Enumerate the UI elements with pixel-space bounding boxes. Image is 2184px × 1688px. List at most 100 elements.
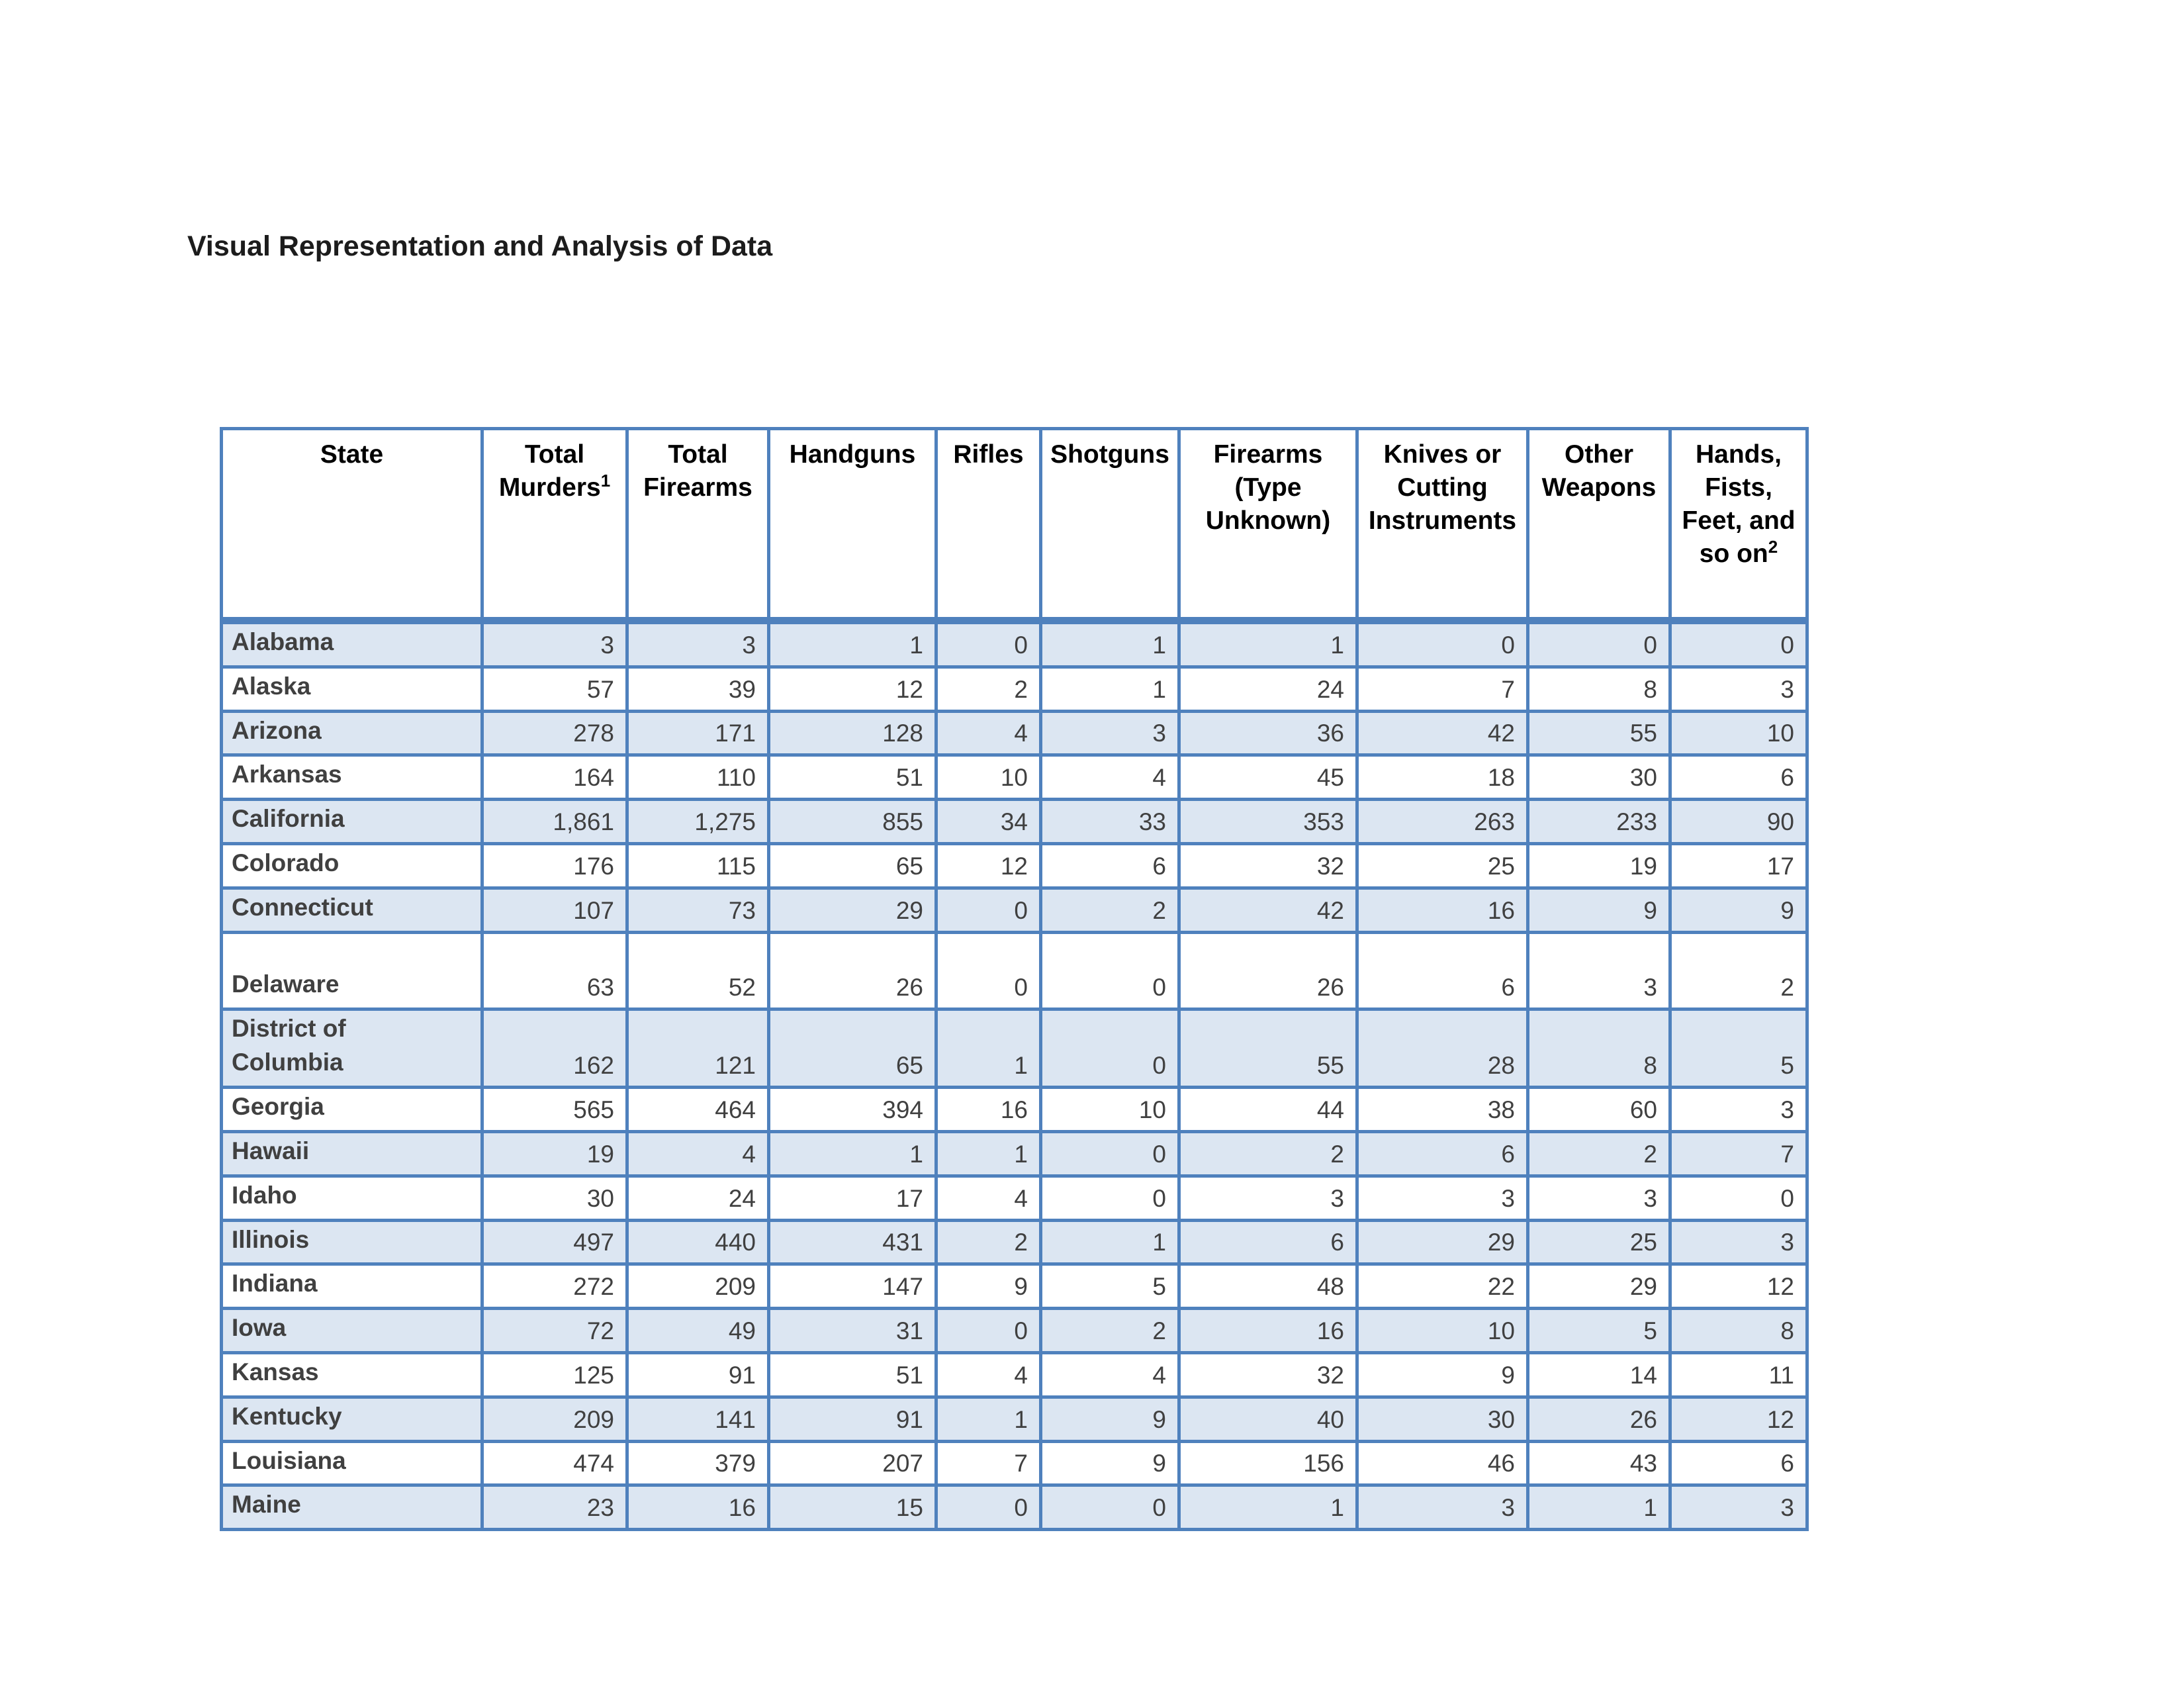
value-cell: 115 (625, 841, 770, 890)
value-cell: 65 (767, 1007, 938, 1090)
state-cell: Idaho (220, 1174, 484, 1222)
value-cell: 3 (1668, 1218, 1809, 1266)
column-header: Hands, Fists, Feet, and so on2 (1668, 427, 1809, 624)
value-cell: 34 (934, 798, 1042, 845)
value-cell: 3 (480, 619, 629, 669)
value-cell: 31 (767, 1307, 938, 1354)
table-row: Colorado 176 115 65 12 6 32 25 19 17 (220, 841, 1809, 890)
value-cell: 11 (1668, 1350, 1809, 1399)
value-cell: 90 (1668, 798, 1809, 845)
value-cell: 6 (1355, 1129, 1529, 1178)
value-cell: 1 (1526, 1483, 1672, 1532)
value-cell: 5 (1668, 1007, 1809, 1090)
value-cell: 1 (1039, 619, 1181, 669)
value-cell: 10 (1668, 709, 1809, 757)
value-cell: 49 (625, 1307, 770, 1354)
value-cell: 107 (480, 886, 629, 934)
value-cell: 3 (1668, 1086, 1809, 1133)
value-cell: 272 (480, 1262, 629, 1311)
value-cell: 7 (934, 1439, 1042, 1487)
value-cell: 19 (480, 1129, 629, 1178)
value-cell: 3 (1526, 930, 1672, 1011)
state-cell: Kentucky (220, 1395, 484, 1443)
state-cell: Indiana (220, 1262, 484, 1311)
table-row: Maine 23 16 15 0 0 1 3 1 3 (220, 1483, 1809, 1532)
value-cell: 474 (480, 1439, 629, 1487)
value-cell: 141 (625, 1395, 770, 1443)
value-cell: 125 (480, 1350, 629, 1399)
value-cell: 24 (625, 1174, 770, 1222)
value-cell: 26 (767, 930, 938, 1011)
column-header: State (220, 427, 484, 624)
data-table: State Total Murders1 Total Firearms Handgun… (220, 427, 1809, 1532)
value-cell: 32 (1177, 841, 1359, 890)
state-cell: Arizona (220, 709, 484, 757)
state-cell: Alaska (220, 665, 484, 713)
value-cell: 1 (767, 619, 938, 669)
table-row: California 1,861 1,275 855 34 33 353 263 233 90 (220, 798, 1809, 845)
table-row: Arizona 278 171 128 4 3 36 42 55 10 (220, 709, 1809, 757)
value-cell: 10 (1355, 1307, 1529, 1354)
state-cell: Connecticut (220, 886, 484, 934)
value-cell: 0 (934, 1307, 1042, 1354)
table-row: Iowa 72 49 31 0 2 16 10 5 8 (220, 1307, 1809, 1354)
value-cell: 25 (1526, 1218, 1672, 1266)
value-cell: 32 (1177, 1350, 1359, 1399)
value-cell: 0 (1039, 1483, 1181, 1532)
value-cell: 12 (1668, 1395, 1809, 1443)
value-cell: 1 (767, 1129, 938, 1178)
value-cell: 3 (1526, 1174, 1672, 1222)
state-cell: Arkansas (220, 753, 484, 802)
value-cell: 17 (1668, 841, 1809, 890)
state-cell: Kansas (220, 1350, 484, 1399)
value-cell: 8 (1668, 1307, 1809, 1354)
value-cell: 2 (1668, 930, 1809, 1011)
value-cell: 565 (480, 1086, 629, 1133)
value-cell: 440 (625, 1218, 770, 1266)
value-cell: 4 (934, 709, 1042, 757)
value-cell: 8 (1526, 1007, 1672, 1090)
state-cell: California (220, 798, 484, 845)
value-cell: 23 (480, 1483, 629, 1532)
value-cell: 1 (1177, 1483, 1359, 1532)
value-cell: 497 (480, 1218, 629, 1266)
value-cell: 431 (767, 1218, 938, 1266)
value-cell: 29 (767, 886, 938, 934)
value-cell: 394 (767, 1086, 938, 1133)
table-row: Illinois 497 440 431 2 1 6 29 25 3 (220, 1218, 1809, 1266)
table-row: Arkansas 164 110 51 10 4 45 18 30 6 (220, 753, 1809, 802)
value-cell: 15 (767, 1483, 938, 1532)
table-row: Connecticut 107 73 29 0 2 42 16 9 9 (220, 886, 1809, 934)
value-cell: 12 (934, 841, 1042, 890)
value-cell: 51 (767, 1350, 938, 1399)
table-row: Alaska 57 39 12 2 1 24 7 8 3 (220, 665, 1809, 713)
value-cell: 30 (1526, 753, 1672, 802)
value-cell: 22 (1355, 1262, 1529, 1311)
value-cell: 18 (1355, 753, 1529, 802)
state-cell: Georgia (220, 1086, 484, 1133)
value-cell: 147 (767, 1262, 938, 1311)
value-cell: 29 (1355, 1218, 1529, 1266)
value-cell: 55 (1526, 709, 1672, 757)
value-cell: 4 (934, 1174, 1042, 1222)
value-cell: 0 (934, 930, 1042, 1011)
value-cell: 63 (480, 930, 629, 1011)
value-cell: 1 (934, 1007, 1042, 1090)
value-cell: 33 (1039, 798, 1181, 845)
table-row: Indiana 272 209 147 9 5 48 22 29 12 (220, 1262, 1809, 1311)
value-cell: 42 (1177, 886, 1359, 934)
value-cell: 16 (1177, 1307, 1359, 1354)
column-header: Knives or Cutting Instruments (1355, 427, 1529, 624)
value-cell: 162 (480, 1007, 629, 1090)
table-row: Idaho 30 24 17 4 0 3 3 3 0 (220, 1174, 1809, 1222)
value-cell: 51 (767, 753, 938, 802)
column-header: Firearms (Type Unknown) (1177, 427, 1359, 624)
value-cell: 52 (625, 930, 770, 1011)
value-cell: 0 (934, 1483, 1042, 1532)
value-cell: 12 (767, 665, 938, 713)
value-cell: 0 (1668, 1174, 1809, 1222)
value-cell: 30 (480, 1174, 629, 1222)
value-cell: 2 (1526, 1129, 1672, 1178)
table-header-row: State Total Murders1 Total Firearms Handgun… (220, 427, 1809, 624)
